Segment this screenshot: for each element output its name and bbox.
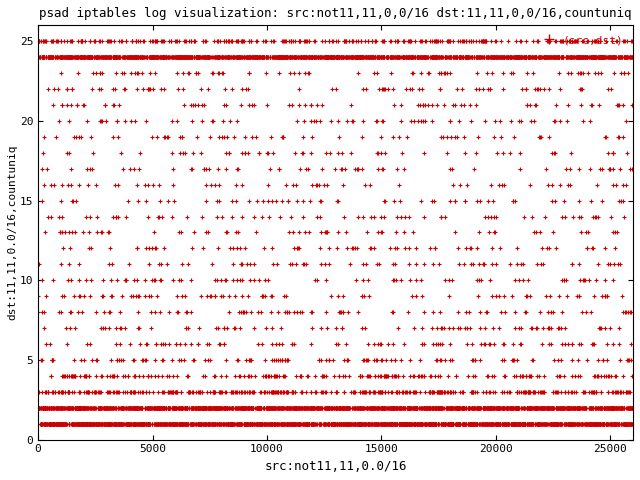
X-axis label: src:not11,11,0.0/16: src:not11,11,0.0/16 (264, 460, 407, 473)
Legend: (src,dst): (src,dst) (533, 31, 627, 50)
Title: psad iptables log visualization: src:not11,11,0,0/16 dst:11,11,0,0/16,countuniq: psad iptables log visualization: src:not… (39, 7, 632, 20)
Y-axis label: dst:11,11,0.0/16,countuniq: dst:11,11,0.0/16,countuniq (7, 144, 17, 320)
